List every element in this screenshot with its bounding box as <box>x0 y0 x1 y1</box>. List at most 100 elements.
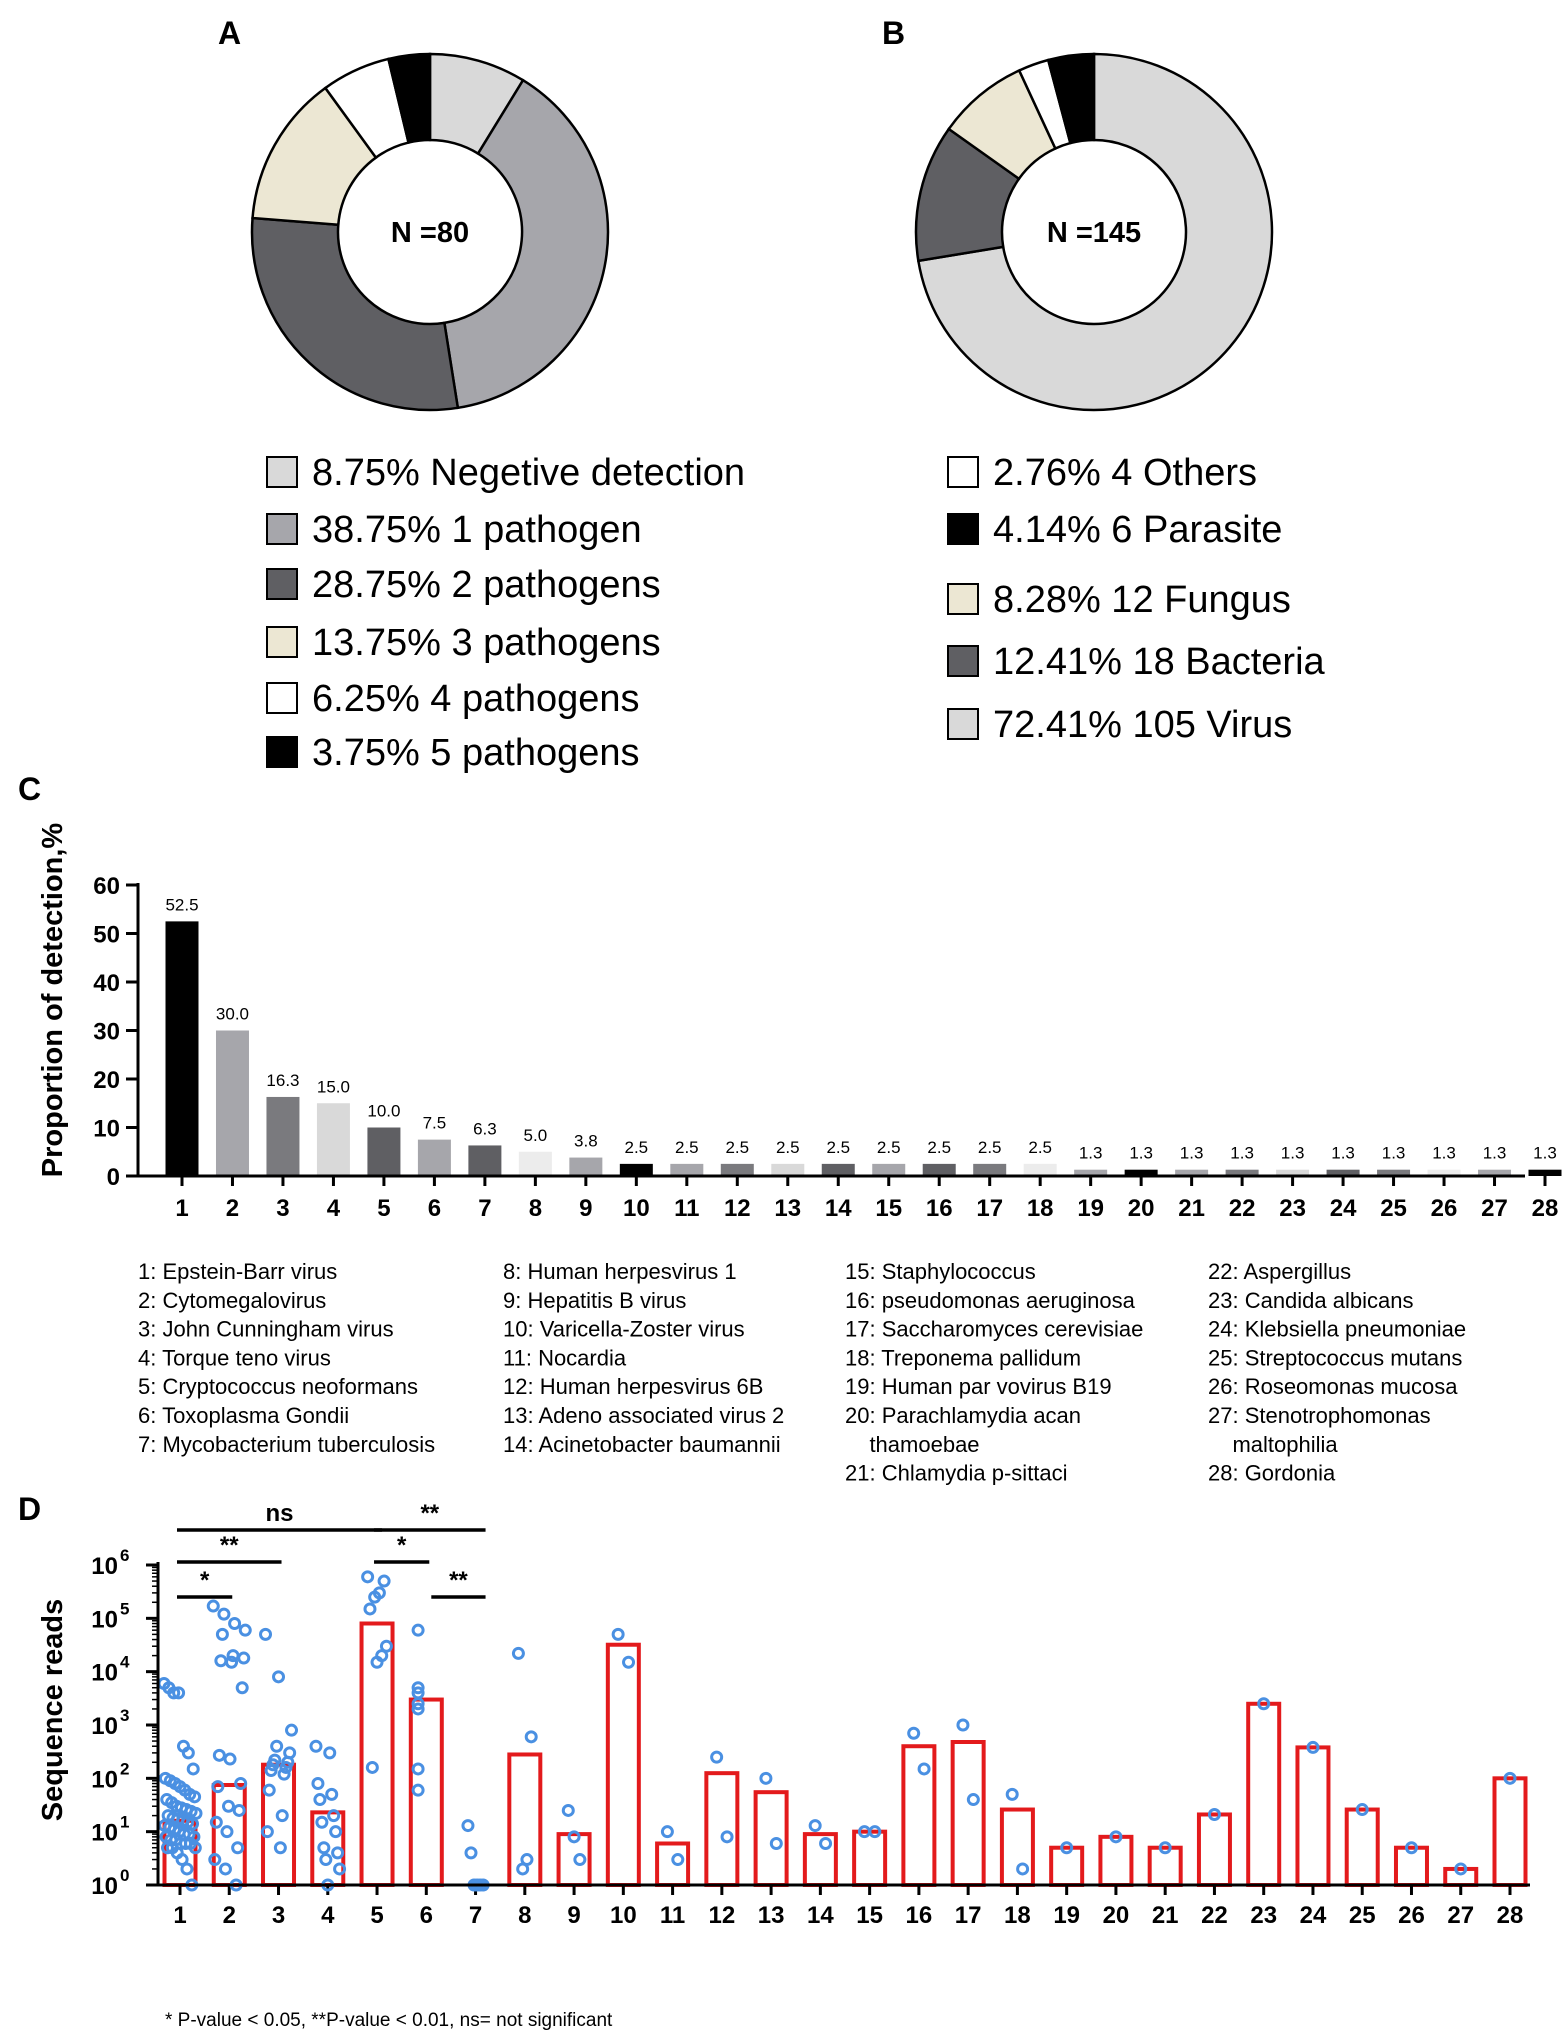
legend-a-label-5: 3.75% 5 pathogens <box>312 732 640 774</box>
d-xtick-label-27: 27 <box>1447 1902 1474 1929</box>
d-point-1-6 <box>181 1746 195 1760</box>
legend-b-swatch-3 <box>947 645 979 677</box>
d-point-3-15 <box>273 1841 287 1855</box>
legend-b-label-2: 8.28% 12 Fungus <box>993 579 1291 621</box>
d-point-2-20 <box>208 1853 222 1867</box>
d-xtick-label-12: 12 <box>709 1902 736 1929</box>
d-bar-17 <box>950 1740 986 1888</box>
d-point-10-2 <box>622 1655 636 1669</box>
c-bar-2 <box>215 1030 249 1176</box>
d-point-3-11 <box>277 1767 291 1781</box>
d-point-16-2 <box>917 1762 931 1776</box>
d-xtick-label-17: 17 <box>955 1902 982 1929</box>
key-col-3-line-8: 21: Chlamydia p-sittaci <box>845 1461 1068 1486</box>
bar-chart-c: 010203040506052.5130.0216.3315.0410.057.… <box>93 873 1562 1222</box>
d-point-9-3 <box>573 1853 587 1867</box>
c-bar-4 <box>316 1103 350 1176</box>
d-sig-label-4: ** <box>420 1500 439 1527</box>
d-point-3-10 <box>264 1764 278 1778</box>
d-sig-label-2: ** <box>220 1532 239 1559</box>
legend-a-swatch-2 <box>266 568 298 600</box>
legend-b: 2.76% 4 Others 4.14% 6 Parasite 8.28% 12 F… <box>947 452 1326 746</box>
legend-a-label-2: 28.75% 2 pathogens <box>312 564 661 606</box>
d-xtick-label-14: 14 <box>807 1902 834 1929</box>
legend-b-swatch-2 <box>947 583 979 615</box>
d-point-4-12 <box>333 1862 347 1876</box>
c-bar-7 <box>468 1145 502 1176</box>
legend-a-swatch-3 <box>266 626 298 658</box>
d-point-8-2 <box>524 1730 538 1744</box>
c-ytick-label-0: 0 <box>107 1164 120 1191</box>
d-point-5-9 <box>365 1760 379 1774</box>
d-bar-12 <box>704 1771 740 1887</box>
c-bar-16 <box>922 1163 956 1176</box>
donut-chart-a <box>250 52 610 412</box>
legend-a-swatch-4 <box>266 682 298 714</box>
c-ytick-label-1: 10 <box>93 1116 120 1143</box>
key-col-1-line-2: 2: Cytomegalovirus <box>138 1288 326 1313</box>
d-point-12-1 <box>710 1750 724 1764</box>
d-bar-25 <box>1344 1807 1380 1888</box>
donut-b-slice-4 <box>1046 52 1096 145</box>
c-ytick-label-2: 20 <box>93 1067 120 1094</box>
c-bar-value-8: 5.0 <box>524 1126 548 1145</box>
d-point-9-1 <box>561 1803 575 1817</box>
c-xtick-label-2: 2 <box>226 1195 239 1222</box>
c-ytick-label-5: 50 <box>93 922 120 949</box>
d-bar-13 <box>753 1790 789 1888</box>
d-point-6-2 <box>411 1681 425 1695</box>
panel-label-a: A <box>218 15 241 51</box>
c-xtick-label-9: 9 <box>579 1195 592 1222</box>
c-bar-25 <box>1377 1169 1411 1176</box>
c-ytick-label-6: 60 <box>93 873 120 900</box>
c-bar-19 <box>1074 1169 1108 1176</box>
d-ytick-label-1: 10 <box>91 1820 118 1847</box>
d-ytick-exponent-6: 6 <box>120 1546 129 1565</box>
d-sig-label-6: ** <box>449 1567 468 1594</box>
d-point-1-46 <box>180 1862 194 1876</box>
c-bar-value-21: 1.3 <box>1180 1144 1204 1163</box>
c-bar-value-28: 1.3 <box>1533 1144 1557 1163</box>
c-xtick-label-25: 25 <box>1380 1195 1407 1222</box>
c-bar-22 <box>1225 1169 1259 1176</box>
c-bar-21 <box>1175 1169 1209 1176</box>
c-xtick-label-14: 14 <box>825 1195 852 1222</box>
c-bar-value-25: 1.3 <box>1382 1144 1406 1163</box>
chart-d-y-axis-title: Sequence reads <box>37 1599 69 1821</box>
d-point-6-6 <box>411 1762 425 1776</box>
d-xtick-label-21: 21 <box>1152 1902 1179 1929</box>
c-xtick-label-7: 7 <box>478 1195 491 1222</box>
d-xtick-label-11: 11 <box>660 1902 685 1929</box>
d-point-2-17 <box>209 1815 223 1829</box>
key-col-1-line-7: 7: Mycobacterium tuberculosis <box>138 1432 435 1457</box>
d-point-2-10 <box>235 1681 249 1695</box>
d-bar-6 <box>408 1697 444 1888</box>
key-col-4-line-1: 22: Aspergillus <box>1208 1259 1351 1284</box>
d-bar-15 <box>852 1829 888 1887</box>
c-bar-24 <box>1326 1169 1360 1176</box>
d-point-2-8 <box>214 1654 228 1668</box>
c-xtick-label-28: 28 <box>1532 1195 1559 1222</box>
c-bar-value-12: 2.5 <box>725 1138 749 1157</box>
c-bar-value-14: 2.5 <box>826 1138 850 1157</box>
key-col-2-line-7: 14: Acinetobacter baumannii <box>503 1432 781 1457</box>
d-point-2-18 <box>220 1825 234 1839</box>
d-xtick-label-22: 22 <box>1201 1902 1228 1929</box>
c-bar-value-11: 2.5 <box>675 1138 699 1157</box>
d-xtick-label-2: 2 <box>223 1902 236 1929</box>
c-bar-value-7: 6.3 <box>473 1119 497 1138</box>
d-point-4-11 <box>319 1853 333 1867</box>
legend-a-label-0: 8.75% Negetive detection <box>312 452 745 494</box>
bar-chart-d: 10 010 110 210 310 410 510 61 2 3 4 5 6 7 8 9 10 11 12 13 14… <box>91 1500 1530 1929</box>
d-ytick-label-0: 10 <box>91 1873 118 1900</box>
d-point-2-3 <box>228 1617 242 1631</box>
d-xtick-label-24: 24 <box>1300 1902 1327 1929</box>
d-point-3-14 <box>260 1825 274 1839</box>
d-point-5-8 <box>370 1655 384 1669</box>
c-bar-value-24: 1.3 <box>1331 1144 1355 1163</box>
c-bar-value-4: 15.0 <box>317 1077 350 1096</box>
c-bar-9 <box>569 1157 603 1176</box>
c-bar-value-26: 1.3 <box>1432 1144 1456 1163</box>
d-point-18-2 <box>1016 1862 1030 1876</box>
d-ytick-label-6: 10 <box>91 1553 118 1580</box>
